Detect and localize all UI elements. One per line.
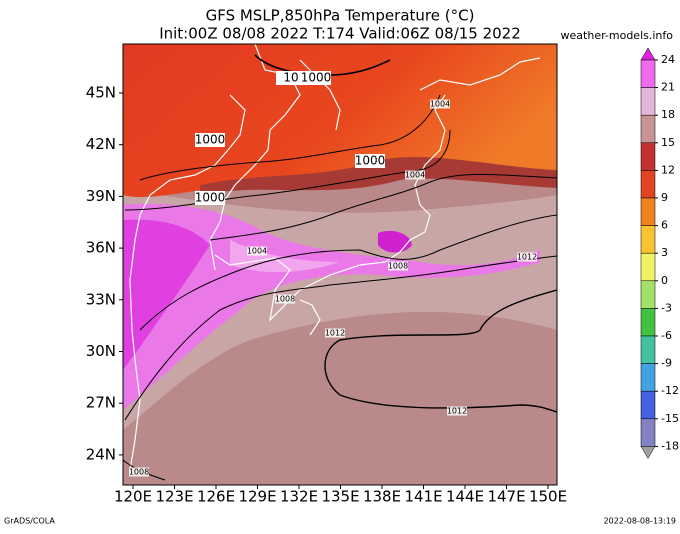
isobar-label-box [301,71,331,85]
lon-label: 120E [114,488,152,506]
colorbar-segment [640,280,656,309]
isobar-label: 1008 [388,262,408,271]
source: weather-models.info [561,29,674,42]
colorbar-segment [640,59,656,88]
lat-label: 30N [86,342,116,360]
colorbar-label: -15 [661,412,679,425]
isobar-label-box [517,252,537,262]
isobar-label-box [430,99,450,109]
isobar-label: 1004 [430,100,450,109]
lat-label: 39N [86,187,116,205]
isobar-label-box [388,261,408,271]
lon-label: 129E [238,488,276,506]
colorbar-segment [640,114,656,144]
colorbar-label: -6 [661,329,672,342]
lon-label: 126E [197,488,235,506]
colorbar-segment [640,335,656,364]
isobar-label: 1012 [447,407,467,416]
colorbar-cap [640,47,656,61]
colorbar-label: 21 [661,81,675,94]
footer-right: 2022-08-08-13:19 [604,517,676,526]
isobar-label: 1008 [129,468,149,477]
isobar-label-box [195,191,225,205]
isobar-label: 1008 [275,295,295,304]
colorbar-segment [640,142,656,171]
lon-label: 147E [487,488,525,506]
lat-label: 24N [86,445,116,463]
colorbar-segment [640,197,656,226]
colorbar-segment [640,390,656,420]
colorbar-segment [640,87,656,116]
isobar-label: 1000 [301,71,332,85]
colorbar-segment [640,308,656,337]
lat-label: 36N [86,239,116,257]
colorbar-label: 9 [661,191,668,204]
lat-label: 27N [86,394,116,412]
lon-label: 141E [404,488,442,506]
colorbar-label: -9 [661,357,672,370]
colorbar-segment [640,225,656,254]
colorbar-label: 15 [661,136,675,149]
lat-label: 42N [86,135,116,153]
isobar-label: 1000 [195,133,226,147]
footer-left: GrADS/COLA [4,517,55,526]
isobar-label-box [275,294,295,304]
colorbar-label: 6 [661,219,668,232]
isobar-label-box [276,71,306,85]
colorbar-segment [640,363,656,392]
isobar-label-box [447,406,467,416]
map [123,44,557,485]
lat-label: 45N [86,84,116,102]
colorbar-cap [640,446,656,459]
isobar-label: 1000 [355,154,386,168]
isobar-label-box [129,467,149,477]
colorbar-label: -12 [661,384,679,397]
isobar-label-box [247,246,267,256]
isobar-label: 1004 [405,171,425,180]
isobar-label: 1012 [517,253,537,262]
colorbar-segment [640,252,656,282]
subtitle: Init:00Z 08/08 2022 T:174 Valid:06Z 08/1… [159,25,521,43]
isobar-label: 1004 [247,247,267,256]
colorbar-label: 0 [661,274,668,287]
isobar-label-box [405,170,425,180]
lon-label: 150E [529,488,567,506]
isobar-label-box [325,328,345,338]
lon-label: 138E [363,488,401,506]
colorbar-label: 18 [661,108,675,121]
lat-label: 33N [86,290,116,308]
lon-label: 132E [280,488,318,506]
isobar-label-box [195,133,225,147]
colorbar-label: 24 [661,53,675,66]
isobar-label: 10 [283,71,298,85]
lon-label: 144E [446,488,484,506]
colorbar-label: 3 [661,246,668,259]
colorbar-label: 12 [661,163,675,176]
title: GFS MSLP,850hPa Temperature (°C) [206,7,475,25]
colorbar-segment [640,170,656,199]
isobar-label: 1012 [325,329,345,338]
colorbar-label: -3 [661,301,672,314]
isobar-label: 1000 [195,191,226,205]
colorbar-segment [640,418,656,447]
isobar-label-box [355,154,385,168]
lon-label: 123E [155,488,193,506]
lon-label: 135E [321,488,359,506]
colorbar-label: -18 [661,439,679,452]
